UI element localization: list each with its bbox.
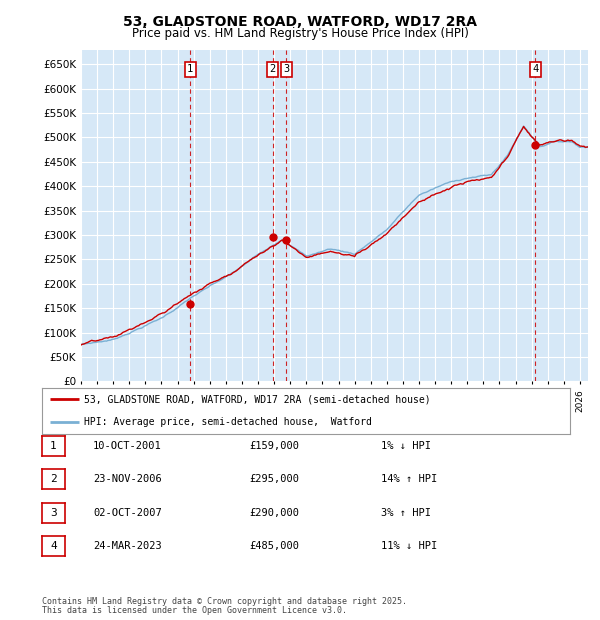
Text: 2: 2 xyxy=(269,64,275,74)
Text: 53, GLADSTONE ROAD, WATFORD, WD17 2RA: 53, GLADSTONE ROAD, WATFORD, WD17 2RA xyxy=(123,16,477,30)
Text: 1: 1 xyxy=(50,441,57,451)
Text: 14% ↑ HPI: 14% ↑ HPI xyxy=(381,474,437,484)
Text: 23-NOV-2006: 23-NOV-2006 xyxy=(93,474,162,484)
Text: This data is licensed under the Open Government Licence v3.0.: This data is licensed under the Open Gov… xyxy=(42,606,347,615)
Text: 3: 3 xyxy=(50,508,57,518)
Text: 10-OCT-2001: 10-OCT-2001 xyxy=(93,441,162,451)
Text: Contains HM Land Registry data © Crown copyright and database right 2025.: Contains HM Land Registry data © Crown c… xyxy=(42,597,407,606)
Text: £295,000: £295,000 xyxy=(249,474,299,484)
Text: £485,000: £485,000 xyxy=(249,541,299,551)
Text: Price paid vs. HM Land Registry's House Price Index (HPI): Price paid vs. HM Land Registry's House … xyxy=(131,27,469,40)
Text: 24-MAR-2023: 24-MAR-2023 xyxy=(93,541,162,551)
Text: £159,000: £159,000 xyxy=(249,441,299,451)
Text: 4: 4 xyxy=(532,64,538,74)
Text: 3% ↑ HPI: 3% ↑ HPI xyxy=(381,508,431,518)
Text: 1% ↓ HPI: 1% ↓ HPI xyxy=(381,441,431,451)
Text: £290,000: £290,000 xyxy=(249,508,299,518)
Text: 2: 2 xyxy=(50,474,57,484)
Text: 02-OCT-2007: 02-OCT-2007 xyxy=(93,508,162,518)
Text: 1: 1 xyxy=(187,64,193,74)
Text: 4: 4 xyxy=(50,541,57,551)
Text: 53, GLADSTONE ROAD, WATFORD, WD17 2RA (semi-detached house): 53, GLADSTONE ROAD, WATFORD, WD17 2RA (s… xyxy=(84,394,431,404)
Text: HPI: Average price, semi-detached house,  Watford: HPI: Average price, semi-detached house,… xyxy=(84,417,372,427)
Text: 11% ↓ HPI: 11% ↓ HPI xyxy=(381,541,437,551)
Text: 3: 3 xyxy=(283,64,290,74)
